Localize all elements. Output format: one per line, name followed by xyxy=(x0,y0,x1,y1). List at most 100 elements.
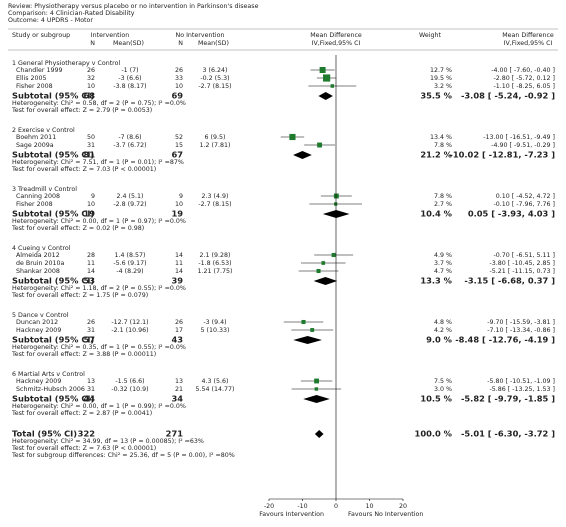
subtotal-int-n: 322 xyxy=(78,429,96,439)
ni-mean: 5 (10.33) xyxy=(201,327,230,334)
group-label: 4 Cueing v Control xyxy=(12,245,71,252)
group-label: 2 Exercise v Control xyxy=(12,127,75,134)
int-n: 31 xyxy=(87,386,95,393)
heterogeneity: Heterogeneity: Chi² = 7.51, df = 1 (P = … xyxy=(12,159,184,166)
ni-n: 33 xyxy=(175,75,183,82)
study-square xyxy=(331,252,336,258)
group-label: 3 Treadmill v Control xyxy=(12,186,77,193)
subtotal-label: Subtotal (95% CI) xyxy=(12,150,95,160)
group-label: 5 Dance v Control xyxy=(12,312,69,319)
int-mean: -2.1 (10.96) xyxy=(111,327,148,334)
subtotal-label: Subtotal (95% CI) xyxy=(12,394,95,404)
effect: -5.80 [ -10.51, -1.09 ] xyxy=(487,378,555,385)
ni-mean: -1.8 (6.53) xyxy=(198,260,231,267)
int-n: 50 xyxy=(87,134,95,141)
x-tick-label: 10 xyxy=(365,503,373,510)
ni-n: 15 xyxy=(175,142,183,149)
study-square xyxy=(321,261,326,265)
effect: -0.10 [ -7.96, 7.76 ] xyxy=(493,201,555,208)
ni-n: 17 xyxy=(175,327,183,334)
ni-mean: 2.1 (9.28) xyxy=(200,252,231,259)
study-name: Duncan 2012 xyxy=(16,319,58,326)
ni-n: 11 xyxy=(175,260,183,267)
study-name: Schmitz-Hubsch 2006 xyxy=(16,386,85,393)
ni-mean: 5.54 (14.77) xyxy=(196,386,235,393)
study-square xyxy=(301,319,306,325)
weight: 3.7 % xyxy=(434,260,452,267)
int-mean: -1 (7) xyxy=(121,67,138,74)
int-n: 14 xyxy=(87,268,95,275)
study-square xyxy=(330,84,335,88)
diamond xyxy=(313,277,338,285)
subtotal-effect: -3.15 [ -6.68, 0.37 ] xyxy=(464,276,555,286)
subtotal-weight: 9.0 % xyxy=(426,335,453,345)
effect: -5.21 [ -11.15, 0.73 ] xyxy=(489,268,555,275)
heterogeneity: Heterogeneity: Chi² = 0.35, df = 1 (P = … xyxy=(12,344,186,351)
x-tick-label: -20 xyxy=(264,503,274,510)
ni-n: 9 xyxy=(179,193,183,200)
effect: -2.80 [ -5.72, 0.12 ] xyxy=(493,75,555,82)
int-n: 9 xyxy=(91,193,95,200)
weight: 4.8 % xyxy=(434,319,452,326)
ni-mean: 1.2 (7.81) xyxy=(200,142,231,149)
weight: 4.2 % xyxy=(434,327,452,334)
overall-test: Test for overall effect: Z = 2.87 (P = 0… xyxy=(11,410,152,417)
col-header: Mean Difference xyxy=(502,32,554,39)
subtotal-ni-n: 67 xyxy=(171,150,183,160)
subtotal-effect: -3.08 [ -5.24, -0.92 ] xyxy=(461,91,555,101)
int-n: 10 xyxy=(87,83,95,90)
study-square xyxy=(314,387,319,391)
group-label: 6 Martial Arts v Control xyxy=(12,371,85,378)
x-tick-label: -10 xyxy=(297,503,307,510)
subtotal-ni-n: 69 xyxy=(171,91,183,101)
subtotal-int-n: 53 xyxy=(83,276,95,286)
int-mean: -3.8 (8.17) xyxy=(113,83,146,90)
study-square xyxy=(319,67,326,73)
effect: -1.10 [ -8.25, 6.05 ] xyxy=(493,83,555,90)
ni-n: 52 xyxy=(175,134,183,141)
subtotal-label: Total (95% CI) xyxy=(12,429,77,439)
subtotal-effect: -10.02 [ -12.81, -7.23 ] xyxy=(449,150,555,160)
int-n: 28 xyxy=(87,252,95,259)
x-tick-label: 0 xyxy=(334,503,338,510)
diamond xyxy=(303,395,330,403)
col-header: Mean(SD) xyxy=(198,40,229,47)
ni-mean: -0.2 (5.3) xyxy=(200,75,229,82)
study-name: Boehm 2011 xyxy=(16,134,56,141)
heterogeneity: Heterogeneity: Chi² = 0.00, df = 1 (P = … xyxy=(12,403,186,410)
subtotal-weight: 10.5 % xyxy=(420,394,452,404)
effect: -4.90 [ -9.51, -0.29 ] xyxy=(491,142,555,149)
subtotal-effect: -8.48 [ -12.76, -4.19 ] xyxy=(455,335,555,345)
subtotal-ni-n: 39 xyxy=(171,276,183,286)
weight: 2.7 % xyxy=(434,201,452,208)
study-square xyxy=(314,378,319,384)
col-header: IV,Fixed,95% CI xyxy=(504,40,553,47)
effect: -7.10 [ -13.34, -0.86 ] xyxy=(487,327,555,334)
col-header: Intervention xyxy=(91,32,129,39)
int-mean: -3 (6.6) xyxy=(118,75,141,82)
subtotal-weight: 13.3 % xyxy=(420,276,452,286)
subtotal-effect: 0.05 [ -3.93, 4.03 ] xyxy=(468,209,555,219)
col-header: IV,Fixed,95% CI xyxy=(312,40,361,47)
subtotal-weight: 10.4 % xyxy=(420,209,452,219)
overall-test: Test for overall effect: Z = 3.88 (P = 0… xyxy=(11,351,156,358)
heterogeneity: Heterogeneity: Chi² = 1.18, df = 2 (P = … xyxy=(12,285,186,292)
effect: -3.80 [ -10.45, 2.85 ] xyxy=(489,260,555,267)
study-square xyxy=(323,74,331,82)
int-mean: -1.5 (6.6) xyxy=(115,378,144,385)
diamond xyxy=(318,92,333,100)
int-n: 13 xyxy=(87,378,95,385)
ni-n: 21 xyxy=(175,386,183,393)
study-square xyxy=(316,268,321,274)
ni-n: 26 xyxy=(175,67,183,74)
overall-test: Test for overall effect: Z = 7.03 (P < 0… xyxy=(11,166,156,173)
weight: 7.5 % xyxy=(434,378,452,385)
col-header: N xyxy=(178,40,183,47)
subtotal-weight: 100.0 % xyxy=(415,429,453,439)
diamond xyxy=(293,151,312,159)
subtotal-ni-n: 43 xyxy=(171,335,183,345)
favours-right: Favours No Intervention xyxy=(348,511,423,518)
int-mean: -2.8 (9.72) xyxy=(113,201,146,208)
col-header: No Intervention xyxy=(176,32,225,39)
study-name: Fisher 2008 xyxy=(16,201,53,208)
